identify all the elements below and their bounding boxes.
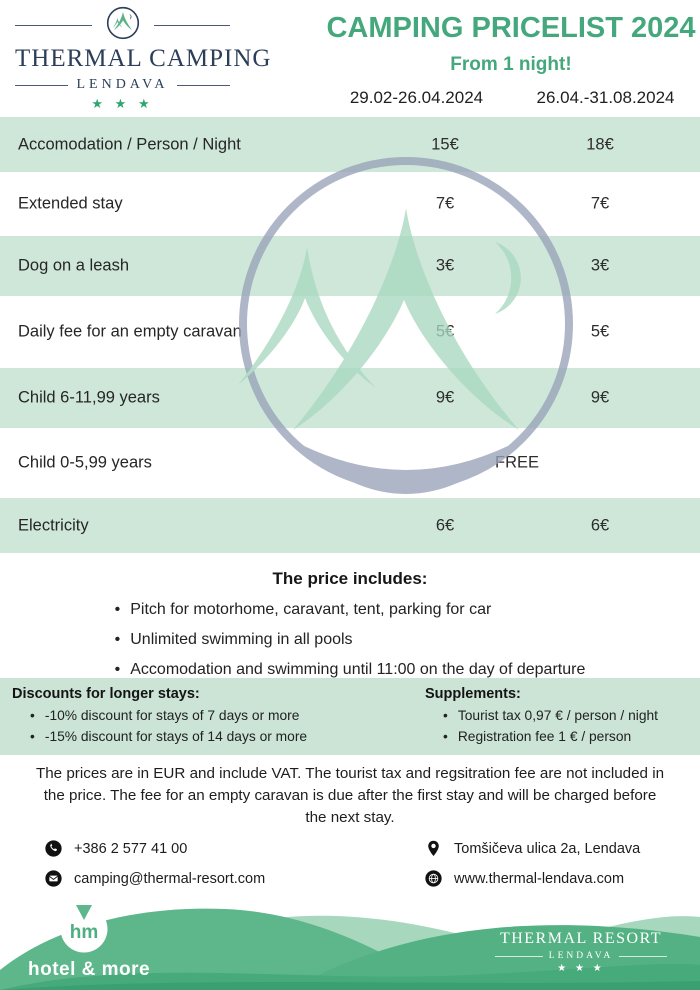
price-label: Electricity [18,516,89,534]
email-icon [45,870,62,887]
resort-name: THERMAL RESORT [499,930,663,947]
resort-divider-line [598,915,667,917]
season-columns: 29.02-26.04.2024 26.04.-31.08.2024 [322,88,700,108]
includes-list: Pitch for motorhome, caravant, tent, par… [115,595,586,685]
discount-item: -15% discount for stays of 14 days or mo… [30,726,307,747]
includes-item: Accomodation and swimming until 11:00 on… [115,655,585,685]
logo-divider-line [176,84,231,86]
location-pin-icon [425,840,442,857]
contact-address: Tomšičeva ulica 2a, Lendava [425,840,640,857]
footer-hills [0,908,700,990]
camping-logo-name: THERMAL CAMPING [15,45,272,72]
mountain-tents-moon-icon [100,6,146,45]
price-label: Daily fee for an empty caravan [18,322,242,341]
price-label: Child 0-5,99 years [18,453,152,472]
website-url: www.thermal-lendava.com [454,870,625,887]
price-season1: 15€ [431,135,459,153]
resort-stars: ★ ★ ★ [557,963,605,974]
contact-section: +386 2 577 41 00 camping@thermal-resort.… [0,838,700,895]
logo-divider-line [15,84,69,86]
price-season2: 18€ [586,135,614,153]
price-row: Accomodation / Person / Night 15€ 18€ [0,117,700,172]
contact-email: camping@thermal-resort.com [45,870,265,887]
price-season2: 6€ [590,516,610,534]
email-address: camping@thermal-resort.com [74,870,266,887]
price-row: Dog on a leash 3€ 3€ [0,236,700,296]
supplements-section: Supplements: Tourist tax 0,97 € / person… [425,686,658,747]
price-season1: 7€ [435,194,455,213]
contact-website: www.thermal-lendava.com [425,870,624,887]
price-row: Daily fee for an empty caravan 5€ 5€ [0,296,700,368]
contact-phone: +386 2 577 41 00 [45,840,187,857]
hotel-and-more-label: hotel & more [28,959,151,980]
price-row: Electricity 6€ 6€ [0,498,700,553]
price-label: Child 6-11,99 years [18,388,160,407]
page-subtitle: From 1 night! [450,54,572,75]
price-label: Dog on a leash [18,256,129,275]
phone-icon [45,840,62,857]
price-season2: 5€ [590,322,610,341]
resort-divider-line [495,915,564,917]
price-table: Accomodation / Person / Night 15€ 18€ Ex… [0,117,700,553]
resort-divider-line [619,955,667,957]
camping-logo-stars: ★ ★ ★ [91,96,154,111]
season-column-2: 26.04.-31.08.2024 [536,88,675,107]
price-label: Accomodation / Person / Night [18,135,241,153]
price-season2: 3€ [590,256,610,275]
price-season1: 9€ [435,388,455,407]
discounts-title: Discounts for longer stays: [12,686,200,702]
camping-logo-city: LENDAVA [76,77,169,92]
phone-number: +386 2 577 41 00 [74,840,188,857]
price-row: Extended stay 7€ 7€ [0,172,700,236]
price-merged: FREE [494,453,539,472]
hotel-and-more-logo: hm [60,905,108,953]
street-address: Tomšičeva ulica 2a, Lendava [454,840,641,857]
hm-monogram: hm [70,922,99,943]
price-season1: 5€ [435,322,455,341]
discounts-list: -10% discount for stays of 7 days or mor… [12,705,307,747]
supplement-item: Registration fee 1 € / person [443,726,658,747]
season-column-1: 29.02-26.04.2024 [349,88,484,107]
price-season1: 6€ [435,516,455,534]
price-season1: 3€ [435,256,455,275]
price-row: Child 6-11,99 years 9€ 9€ [0,368,700,428]
globe-icon [425,870,442,887]
price-season2: 7€ [590,194,610,213]
includes-item: Pitch for motorhome, caravant, tent, par… [115,595,586,625]
supplement-item: Tourist tax 0,97 € / person / night [443,705,658,726]
includes-item: Unlimited swimming in all pools [115,625,586,655]
resort-divider-line [495,955,543,957]
discounts-section: Discounts for longer stays: -10% discoun… [12,686,307,747]
resort-city: LENDAVA [548,951,614,961]
price-row: Child 0-5,99 years FREE [0,428,700,498]
camping-logo: THERMAL CAMPING LENDAVA ★ ★ ★ [15,6,272,112]
thermal-resort-logo: THERMAL RESORT LENDAVA ★ ★ ★ [495,902,667,974]
discount-item: -10% discount for stays of 7 days or mor… [30,705,307,726]
includes-title: The price includes: [272,569,428,588]
footer: hm hotel & more THERMAL RESORT LENDAVA ★… [0,895,700,990]
supplements-title: Supplements: [425,686,521,702]
price-season2: 9€ [590,388,610,407]
price-includes-section: The price includes: Pitch for motorhome,… [0,569,700,685]
supplements-list: Tourist tax 0,97 € / person / night Regi… [425,705,658,747]
discounts-supplements-band: Discounts for longer stays: -10% discoun… [0,678,700,755]
page-title: CAMPING PRICELIST 2024 [326,12,696,44]
waves-icon [570,902,592,930]
logo-divider-line [15,24,92,26]
price-label: Extended stay [18,194,123,213]
logo-divider-line [153,24,230,26]
vat-note: The prices are in EUR and include VAT. T… [35,765,665,826]
